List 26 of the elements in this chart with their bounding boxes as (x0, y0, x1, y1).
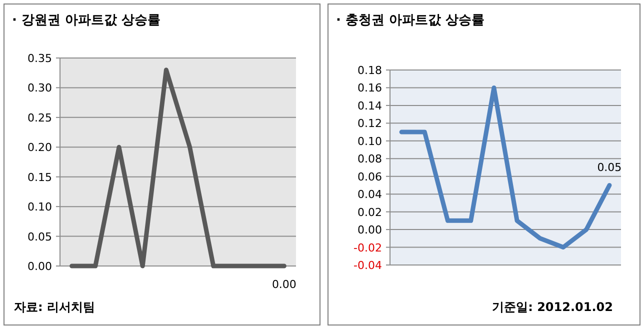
y-tick-label: 0.18 (358, 64, 382, 77)
y-tick-label: 0.06 (358, 170, 382, 184)
data-label: 0.00 (272, 278, 296, 291)
y-tick-label: 0.20 (28, 141, 52, 154)
chart-title: · 강원권 아파트값 상승률 (12, 13, 161, 28)
y-tick-label: 0.16 (358, 82, 382, 95)
y-tick-label: -0.02 (354, 241, 382, 254)
y-tick-label: 0.08 (358, 152, 382, 166)
y-tick-label: 0.12 (358, 117, 382, 130)
y-tick-label: 0.10 (28, 200, 52, 214)
y-tick-label: 0.35 (28, 52, 52, 65)
chart-title: · 충청권 아파트값 상승률 (336, 13, 485, 28)
data-label: 0.05 (597, 161, 622, 174)
y-tick-label: 0.00 (28, 260, 52, 273)
y-tick-label: 0.25 (28, 111, 52, 124)
y-tick-label: 0.30 (28, 82, 52, 95)
y-tick-label: -0.04 (354, 259, 382, 272)
y-tick-label: 0.00 (358, 224, 382, 237)
y-tick-label: 0.04 (358, 188, 382, 202)
y-tick-label: 0.10 (358, 134, 382, 148)
y-tick-label: 0.14 (358, 99, 382, 112)
y-tick-label: 0.05 (28, 230, 52, 244)
text: 기준일: 2012.01.02 (492, 300, 613, 314)
text: 자료: 리서치팀 (14, 300, 95, 314)
y-tick-label: 0.15 (28, 170, 52, 184)
y-tick-label: 0.02 (358, 206, 382, 219)
